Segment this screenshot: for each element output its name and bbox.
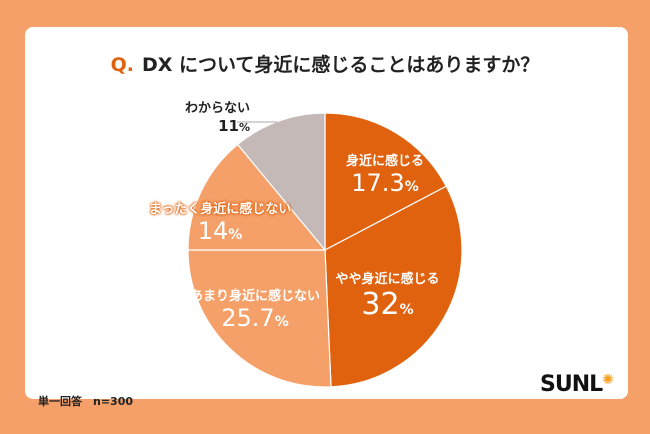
chart-title: Q. DX について身近に感じることはありますか？	[110, 54, 540, 76]
footnote: 単一回答 n=300	[38, 395, 134, 408]
slice-label-2: あまり身近に感じない 25.7%	[190, 289, 321, 332]
pie-slice-2	[187, 249, 332, 388]
pie-slice-1	[324, 185, 463, 388]
slice-label-0: 身近に感じる 17.3%	[345, 154, 424, 197]
pie-slice-0	[324, 112, 448, 251]
slice-label-3: まったく身近に感じない 14%	[148, 202, 292, 245]
pie-slice-4	[236, 112, 326, 252]
logo: SUNL✺	[540, 372, 614, 397]
pie-slice-3	[187, 143, 327, 251]
slice-label-1: やや身近に感じる 32%	[335, 272, 440, 322]
sun-icon: ✺	[602, 372, 614, 388]
slice-label-4: わからない 11%	[184, 101, 250, 135]
